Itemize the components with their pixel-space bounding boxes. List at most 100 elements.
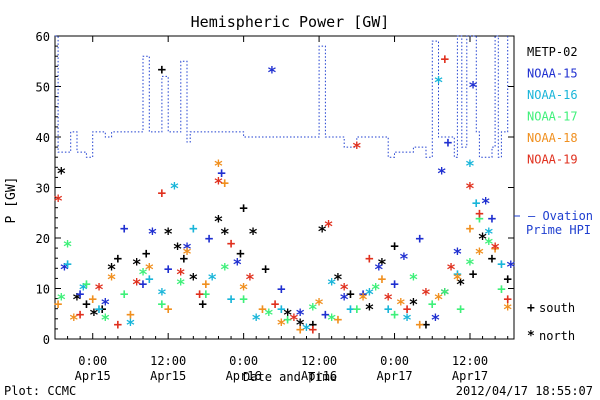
- point-noaa-18: +: [89, 292, 97, 308]
- point-noaa-18: *: [358, 290, 368, 309]
- point-noaa-16: +: [497, 256, 505, 272]
- point-noaa-18: *: [475, 244, 485, 263]
- point-noaa-19: +: [114, 317, 122, 333]
- point-noaa-19: +: [441, 52, 449, 68]
- point-metp-02: *: [456, 274, 466, 293]
- point-metp-02: *: [377, 254, 387, 273]
- y-tick-label: 40: [36, 131, 50, 145]
- point-noaa-15: +: [139, 276, 147, 292]
- point-noaa-16: *: [251, 310, 261, 329]
- point-noaa-19: *: [53, 191, 63, 210]
- point-metp-02: +: [488, 251, 496, 267]
- point-metp-02: +: [503, 271, 511, 287]
- point-metp-02: *: [89, 305, 99, 324]
- legend-entry: NOAA-17: [527, 110, 578, 124]
- point-noaa-19: *: [339, 280, 349, 299]
- point-noaa-19: *: [289, 310, 299, 329]
- marker-legend-label: north: [539, 329, 575, 343]
- legend-entry: NOAA-18: [527, 131, 578, 145]
- point-noaa-19: +: [309, 322, 317, 338]
- point-noaa-16: *: [465, 156, 475, 175]
- y-axis: 0 10 20 30 40 50 60: [36, 30, 514, 347]
- point-metp-02: *: [72, 290, 82, 309]
- point-noaa-17: *: [264, 305, 274, 324]
- point-metp-02: *: [333, 269, 343, 288]
- y-tick-label: 50: [36, 81, 50, 95]
- legend-entry: NOAA-15: [527, 67, 578, 81]
- point-noaa-15: *: [453, 244, 463, 263]
- point-noaa-15: *: [399, 249, 409, 268]
- point-noaa-15: *: [468, 78, 478, 97]
- x-tick-time: 0:00: [380, 354, 409, 368]
- point-noaa-18: +: [221, 175, 229, 191]
- footer-right: 2012/04/17 18:55:07: [456, 384, 593, 398]
- point-metp-02: +: [390, 239, 398, 255]
- point-noaa-17: *: [138, 264, 148, 283]
- point-noaa-18: +: [202, 276, 210, 292]
- point-noaa-16: +: [472, 196, 480, 212]
- y-tick-label: 20: [36, 232, 50, 246]
- point-noaa-18: *: [182, 244, 192, 263]
- point-noaa-19: *: [490, 239, 500, 258]
- point-noaa-15: *: [233, 254, 243, 273]
- point-noaa-15: *: [148, 224, 158, 243]
- point-metp-02: *: [163, 224, 173, 243]
- point-noaa-17: *: [484, 234, 494, 253]
- point-noaa-18: +: [334, 312, 342, 328]
- marker-legend: + south * north: [527, 301, 575, 344]
- marker-legend-symbol: +: [527, 301, 535, 316]
- point-noaa-16: *: [126, 315, 136, 334]
- point-noaa-19: *: [352, 138, 362, 157]
- point-noaa-17: +: [202, 287, 210, 303]
- point-metp-02: +: [236, 246, 244, 262]
- point-noaa-16: +: [145, 271, 153, 287]
- point-noaa-19: *: [383, 290, 393, 309]
- x-tick-date: Apr15: [75, 369, 111, 383]
- point-noaa-17: *: [220, 259, 230, 278]
- point-noaa-16: +: [63, 256, 71, 272]
- point-noaa-16: *: [157, 285, 167, 304]
- hpi-step-line: [55, 35, 509, 158]
- point-metp-02: +: [158, 62, 166, 78]
- point-noaa-19: +: [195, 287, 203, 303]
- reference-legend-line2: Prime HPI: [526, 223, 591, 237]
- point-noaa-16: +: [346, 302, 354, 318]
- x-tick-date: Apr17: [376, 369, 412, 383]
- point-noaa-18: *: [239, 280, 249, 299]
- point-noaa-18: +: [164, 302, 172, 318]
- point-metp-02: *: [107, 259, 117, 278]
- point-metp-02: +: [199, 297, 207, 313]
- point-metp-02: +: [422, 317, 430, 333]
- legend-entry: METP-02: [527, 45, 578, 59]
- point-noaa-17: +: [353, 302, 361, 318]
- point-noaa-15: *: [374, 259, 384, 278]
- point-noaa-19: *: [465, 179, 475, 198]
- point-noaa-16: +: [384, 302, 392, 318]
- point-noaa-15: +: [359, 287, 367, 303]
- chart-title: Hemispheric Power [GW]: [191, 13, 390, 31]
- data-points: ** +* +*+ *++**+*+**++*+** +**+**+*+**+*++*+…: [53, 52, 515, 339]
- point-noaa-18: +: [491, 241, 499, 257]
- point-noaa-19: *: [214, 173, 224, 192]
- point-metp-02: *: [317, 221, 327, 240]
- x-tick-time: 12:00: [150, 354, 186, 368]
- point-noaa-17: *: [409, 269, 419, 288]
- point-noaa-17: *: [308, 300, 318, 319]
- point-metp-02: *: [283, 305, 293, 324]
- x-tick-date: Apr16: [301, 369, 337, 383]
- point-metp-02: *: [56, 163, 66, 182]
- point-noaa-17: +: [82, 276, 90, 292]
- point-metp-02: *: [248, 224, 258, 243]
- point-noaa-18: +: [296, 322, 304, 338]
- point-metp-02: +: [98, 302, 106, 318]
- point-noaa-16: *: [484, 224, 494, 243]
- point-noaa-18: *: [453, 269, 463, 288]
- x-axis-label: Date and Time: [243, 370, 337, 384]
- point-noaa-16: *: [78, 280, 88, 299]
- point-noaa-15: *: [339, 290, 349, 309]
- point-metp-02: *: [365, 300, 375, 319]
- point-metp-02: +: [261, 261, 269, 277]
- point-noaa-18: *: [314, 295, 324, 314]
- reference-legend-line1: — Ovation: [528, 209, 593, 223]
